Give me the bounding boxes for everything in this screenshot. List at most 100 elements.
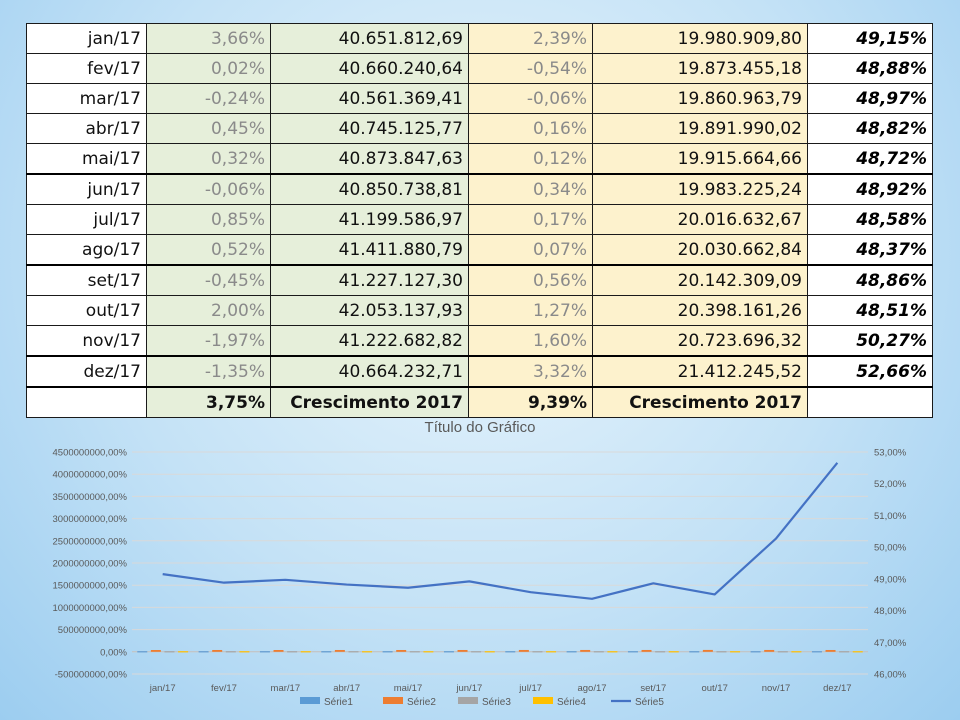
line-srie5	[162, 462, 839, 600]
bar-srie2-abr-17	[334, 649, 345, 652]
cell-pct2: 0,34%	[468, 173, 593, 205]
x-tick-label: jul/17	[518, 683, 542, 694]
table-row: jun/17 -0,06% 40.850.738,81 0,34% 19.983.225…	[26, 173, 933, 205]
bar-srie4-jan-17	[178, 651, 189, 653]
cell-pct1: 0,52%	[146, 234, 271, 266]
cell-ratio: 48,97%	[807, 83, 933, 114]
legend-swatch	[383, 697, 403, 704]
cell-pct1: -1,35%	[146, 355, 271, 388]
cell-pct1: 3,66%	[146, 23, 271, 54]
x-tick-label: abr/17	[333, 683, 360, 694]
y-left-tick-label: 0,00%	[100, 647, 127, 658]
bar-srie3-fev-17	[225, 651, 236, 653]
cell-month: abr/17	[26, 113, 147, 144]
cell-val1: 41.411.880,79	[270, 234, 469, 266]
cell-ratio: 48,92%	[807, 173, 933, 205]
cell-val2: 19.873.455,18	[592, 53, 808, 84]
cell-val1: 40.651.812,69	[270, 23, 469, 54]
bar-srie3-set-17	[655, 651, 666, 653]
chart: Título do Gráfico 4500000000,00% 400000000…	[53, 419, 907, 708]
y-left-tick-label: 2500000000,00%	[53, 536, 128, 547]
bar-srie3-jan-17	[164, 651, 175, 653]
bar-srie1-abr-17	[321, 651, 332, 653]
y-right-tick-label: 51,00%	[874, 511, 907, 522]
cell-pct2: 3,32%	[468, 355, 593, 388]
cell-val2: 20.030.662,84	[592, 234, 808, 266]
bar-srie2-mar-17	[273, 650, 284, 652]
cell-val1: 40.850.738,81	[270, 173, 469, 205]
cell-val2: 19.891.990,02	[592, 113, 808, 144]
bar-srie4-nov-17	[791, 651, 802, 653]
cell-pct2: 0,17%	[468, 204, 593, 235]
cell-ratio	[807, 386, 933, 418]
y-left-tick-label: -500000000,00%	[55, 670, 128, 681]
cell-pct1: -1,97%	[146, 325, 271, 357]
cell-pct1: 0,02%	[146, 53, 271, 84]
cell-pct1: 0,45%	[146, 113, 271, 144]
y-right-tick-label: 46,00%	[874, 670, 907, 681]
table-row: dez/17 -1,35% 40.664.232,71 3,32% 21.412.245…	[26, 355, 933, 388]
cell-ratio: 48,88%	[807, 53, 933, 84]
cell-month: out/17	[26, 295, 147, 326]
cell-month: jul/17	[26, 204, 147, 235]
y-left-tick-label: 3500000000,00%	[53, 492, 128, 503]
cell-month: set/17	[26, 264, 147, 296]
cell-val1: 41.227.127,30	[270, 264, 469, 296]
cell-val2: 20.142.309,09	[592, 264, 808, 296]
bar-srie2-out-17	[702, 649, 713, 652]
bar-srie4-jun-17	[484, 651, 495, 653]
cell-val2: 21.412.245,52	[592, 355, 808, 388]
bar-srie1-jun-17	[443, 651, 454, 653]
cell-pct2: 9,39%	[468, 386, 593, 418]
cell-ratio: 48,37%	[807, 234, 933, 266]
cell-val2: 19.983.225,24	[592, 173, 808, 205]
cell-month: mar/17	[26, 83, 147, 114]
cell-pct2: 0,12%	[468, 143, 593, 175]
bar-srie2-fev-17	[212, 649, 223, 652]
y-right-tick-label: 53,00%	[874, 448, 907, 459]
bar-srie3-out-17	[716, 651, 727, 653]
y-left-tick-label: 4500000000,00%	[53, 448, 128, 459]
chart-title: Título do Gráfico	[425, 419, 536, 436]
cell-pct2: 1,27%	[468, 295, 593, 326]
cell-val1: 40.561.369,41	[270, 83, 469, 114]
bar-srie4-jul-17	[546, 651, 557, 653]
x-tick-label: mar/17	[271, 683, 301, 694]
cell-pct1: 0,85%	[146, 204, 271, 235]
bar-srie3-ago-17	[593, 651, 604, 653]
cell-val1: 40.664.232,71	[270, 355, 469, 388]
cell-val2: 19.860.963,79	[592, 83, 808, 114]
cell-month: dez/17	[26, 355, 147, 388]
legend-label: Série3	[482, 697, 511, 708]
cell-ratio: 48,86%	[807, 264, 933, 296]
cell-pct2: 0,16%	[468, 113, 593, 144]
table-row: abr/17 0,45% 40.745.125,77 0,16% 19.891.990,…	[26, 113, 933, 144]
bar-srie2-jan-17	[150, 650, 161, 652]
bar-srie2-jul-17	[518, 649, 529, 652]
y-right-tick-label: 50,00%	[874, 543, 907, 554]
cell-ratio: 48,72%	[807, 143, 933, 175]
cell-pct2: -0,06%	[468, 83, 593, 114]
bar-srie1-mai-17	[382, 651, 393, 653]
bar-srie1-ago-17	[566, 651, 577, 653]
y-left-tick-label: 500000000,00%	[58, 625, 128, 636]
cell-pct2: 0,07%	[468, 234, 593, 266]
table-row: fev/17 0,02% 40.660.240,64 -0,54% 19.873.455…	[26, 53, 933, 84]
bar-srie1-dez-17	[811, 651, 822, 653]
cell-ratio: 49,15%	[807, 23, 933, 54]
cell-month: mai/17	[26, 143, 147, 175]
x-tick-label: nov/17	[762, 683, 791, 694]
bar-srie1-out-17	[689, 651, 700, 653]
y-right-tick-label: 48,00%	[874, 606, 907, 617]
cell-val1: 40.660.240,64	[270, 53, 469, 84]
legend-swatch	[300, 697, 320, 704]
cell-val1: 42.053.137,93	[270, 295, 469, 326]
bar-srie1-jan-17	[137, 651, 148, 653]
bar-srie3-nov-17	[777, 651, 788, 653]
y-left-tick-label: 1500000000,00%	[53, 581, 128, 592]
cell-pct1: -0,24%	[146, 83, 271, 114]
bar-srie4-dez-17	[852, 651, 863, 653]
table-row: jan/17 3,66% 40.651.812,69 2,39% 19.980.909,…	[26, 23, 933, 54]
bar-srie4-fev-17	[239, 651, 250, 653]
cell-pct1: 3,75%	[146, 386, 271, 418]
